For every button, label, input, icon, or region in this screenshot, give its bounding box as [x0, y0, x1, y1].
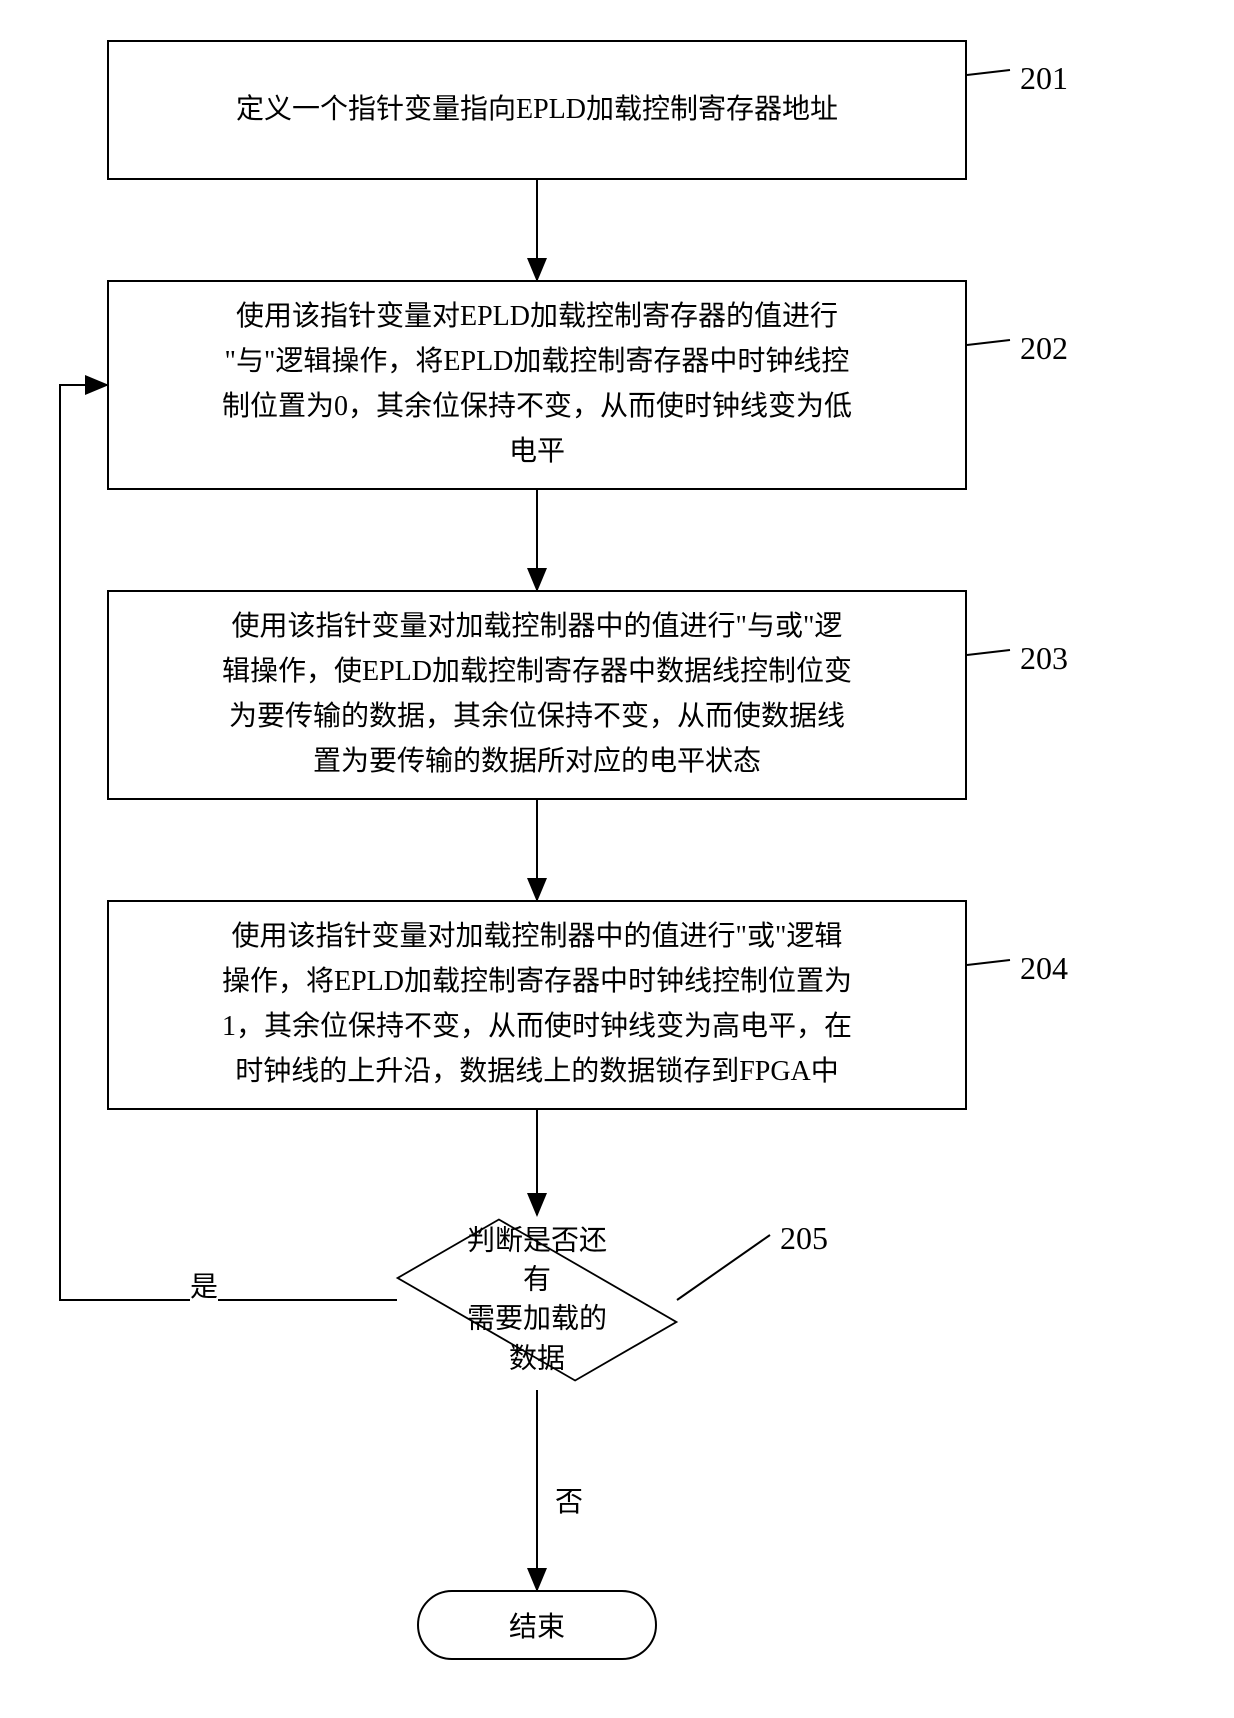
step-label-205: 205 [780, 1220, 828, 1257]
process-text: 使用该指针变量对加载控制器中的值进行"与或"逻 辑操作，使EPLD加载控制寄存器… [222, 605, 852, 784]
terminator-end: 结束 [417, 1590, 657, 1660]
step-label-204: 204 [1020, 950, 1068, 987]
flowchart-connectors [0, 0, 1234, 1718]
process-text: 使用该指针变量对EPLD加载控制寄存器的值进行 "与"逻辑操作，将EPLD加载控… [222, 295, 852, 474]
decision-205: 判断是否还有 需要加载的数据 [397, 1210, 677, 1390]
decision-text: 判断是否还有 需要加载的数据 [467, 1222, 607, 1379]
step-label-203: 203 [1020, 640, 1068, 677]
step-label-201: 201 [1020, 60, 1068, 97]
process-text: 定义一个指针变量指向EPLD加载控制寄存器地址 [236, 88, 838, 133]
process-step-202: 使用该指针变量对EPLD加载控制寄存器的值进行 "与"逻辑操作，将EPLD加载控… [107, 280, 967, 490]
process-text: 使用该指针变量对加载控制器中的值进行"或"逻辑 操作，将EPLD加载控制寄存器中… [222, 915, 852, 1094]
edge-label-yes: 是 [190, 1265, 218, 1305]
step-label-202: 202 [1020, 330, 1068, 367]
edge-label-no: 否 [555, 1480, 583, 1520]
process-step-203: 使用该指针变量对加载控制器中的值进行"与或"逻 辑操作，使EPLD加载控制寄存器… [107, 590, 967, 800]
process-step-204: 使用该指针变量对加载控制器中的值进行"或"逻辑 操作，将EPLD加载控制寄存器中… [107, 900, 967, 1110]
terminator-text: 结束 [509, 1605, 565, 1645]
process-step-201: 定义一个指针变量指向EPLD加载控制寄存器地址 [107, 40, 967, 180]
